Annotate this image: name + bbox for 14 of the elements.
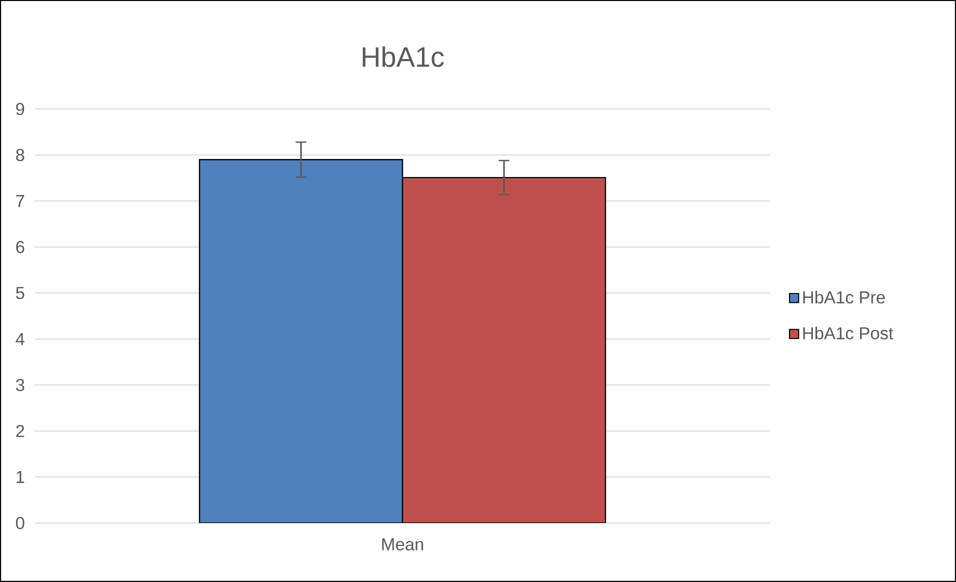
- y-tick-label: 1: [16, 471, 24, 483]
- chart-title: HbA1c: [362, 46, 444, 67]
- y-tick-label: 6: [16, 240, 24, 254]
- legend-label: HbA1c Pre: [803, 290, 885, 304]
- y-tick-label: 3: [16, 378, 24, 392]
- y-tick-label: 2: [16, 424, 24, 438]
- y-tick-label: 7: [16, 195, 24, 207]
- y-tick-label: 0: [16, 516, 24, 530]
- y-tick-label: 9: [16, 102, 24, 116]
- x-tick-label: Mean: [382, 538, 424, 550]
- y-tick-label: 8: [16, 148, 24, 162]
- y-tick-label: 5: [16, 286, 24, 300]
- legend-label: HbA1c Post: [803, 326, 894, 340]
- y-tick-label: 4: [16, 333, 24, 345]
